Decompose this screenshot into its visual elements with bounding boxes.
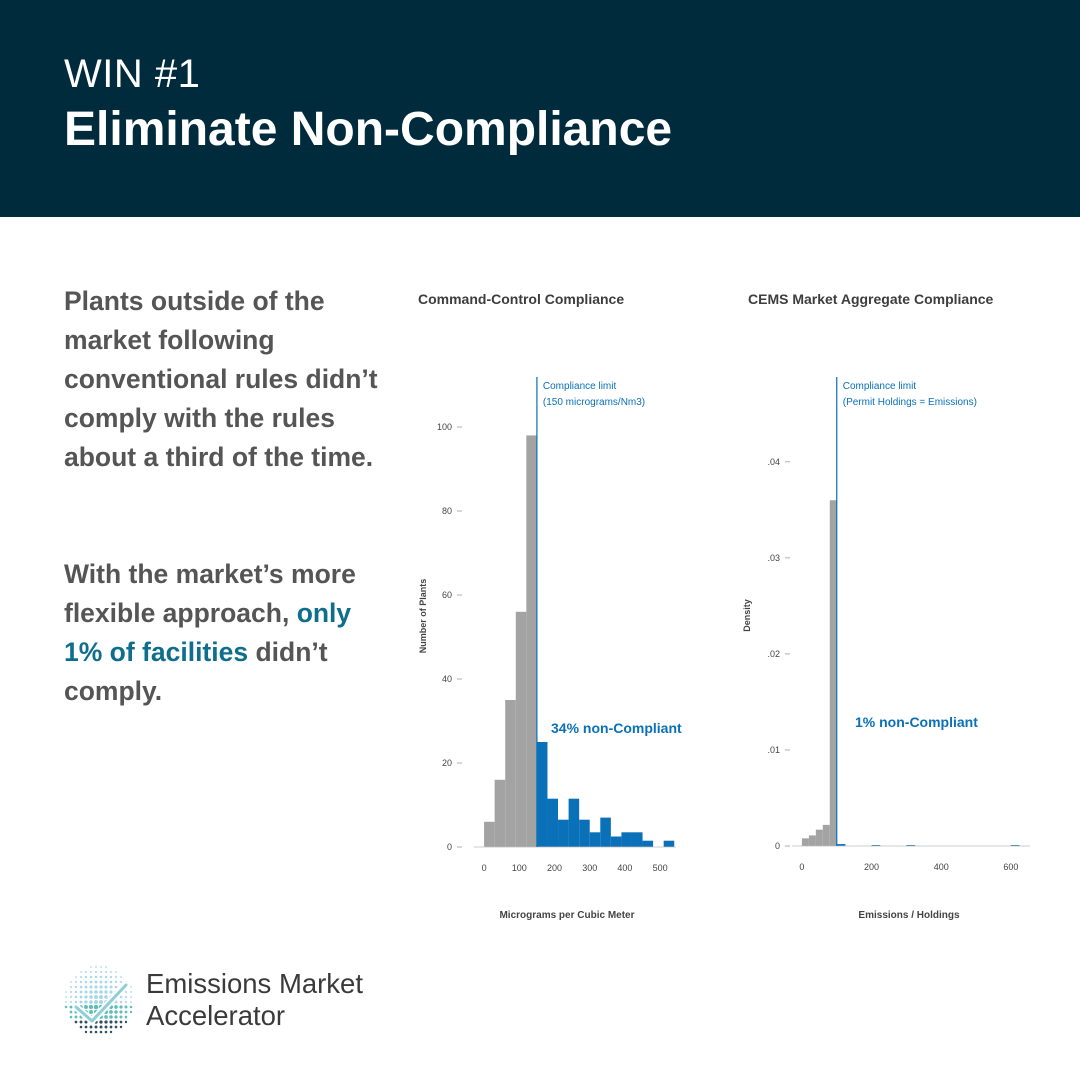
- bar-compliant: [515, 611, 527, 847]
- compliance-limit-label: Compliance limit: [843, 381, 917, 392]
- x-tick-label: 600: [1003, 862, 1018, 872]
- bar-noncompliant: [631, 832, 643, 847]
- x-tick-label: 0: [482, 863, 487, 873]
- y-axis-title: Number of Plants: [418, 579, 428, 654]
- bar-noncompliant: [642, 840, 654, 847]
- bar-noncompliant: [600, 817, 611, 847]
- command-control-chart: Command-Control Compliance 0 20 40 60 80 100 Nu…: [418, 291, 682, 921]
- y-tick-label: 40: [442, 674, 452, 684]
- y-tick-label: 100: [437, 422, 452, 432]
- y-tick-label: .04: [767, 457, 780, 467]
- paragraph-market-post: didn’t comply.: [64, 637, 328, 706]
- x-tick-label: 400: [617, 863, 632, 873]
- y-tick-label: .03: [767, 553, 780, 563]
- bar-compliant: [505, 700, 516, 847]
- x-tick-label: 100: [512, 863, 527, 873]
- bar-noncompliant: [1010, 845, 1020, 846]
- x-tick-label: 200: [547, 863, 562, 873]
- compliance-limit-sublabel: (150 micrograms/Nm3): [543, 397, 645, 408]
- x-axis-title: Emissions / Holdings: [858, 910, 960, 921]
- y-tick-label: 20: [442, 758, 452, 768]
- bar-compliant: [801, 838, 809, 846]
- y-tick-label: 0: [447, 842, 452, 852]
- header-banner: WIN #1 Eliminate Non-Compliance: [0, 0, 1080, 217]
- paragraph-market-pre: With the market’s more flexible approach…: [64, 559, 356, 628]
- x-tick-label: 500: [653, 863, 668, 873]
- page-title: Eliminate Non-Compliance: [64, 103, 673, 156]
- x-tick-label: 0: [799, 862, 804, 872]
- bar-noncompliant: [558, 819, 569, 847]
- y-tick-label: .02: [767, 649, 780, 659]
- compliance-limit-sublabel: (Permit Holdings = Emissions): [843, 397, 977, 408]
- bar-noncompliant: [536, 742, 548, 847]
- bar-noncompliant: [906, 845, 916, 846]
- win-label: WIN #1: [64, 52, 201, 96]
- y-tick-label: 80: [442, 506, 452, 516]
- y-axis-title: Density: [742, 599, 752, 632]
- ema-logo-icon: [64, 966, 133, 1034]
- brand-line-1: Emissions Market: [146, 968, 363, 999]
- bar-noncompliant: [871, 845, 881, 846]
- x-tick-label: 300: [582, 863, 597, 873]
- cems-market-chart: CEMS Market Aggregate Compliance 0 .01 .02.…: [742, 291, 1030, 921]
- bar-noncompliant: [663, 840, 675, 847]
- bar-noncompliant: [547, 798, 559, 847]
- x-tick-label: 400: [934, 862, 949, 872]
- brand-line-2: Accelerator: [146, 1000, 286, 1031]
- brand-name: Emissions Market Accelerator: [146, 968, 363, 1032]
- bar-compliant: [494, 779, 506, 847]
- bar-compliant: [808, 835, 816, 846]
- y-tick-label: .01: [767, 745, 780, 755]
- noncompliant-annotation: 34% non-Compliant: [551, 720, 682, 736]
- bar-compliant: [815, 829, 823, 846]
- chart-title: Command-Control Compliance: [418, 291, 624, 307]
- bar-compliant: [526, 435, 537, 847]
- bar-noncompliant: [589, 832, 601, 847]
- chart-title: CEMS Market Aggregate Compliance: [748, 291, 994, 307]
- x-axis-title: Micrograms per Cubic Meter: [499, 910, 634, 921]
- compliance-limit-label: Compliance limit: [543, 381, 617, 392]
- bar-noncompliant: [621, 832, 632, 847]
- paragraph-conventional: Plants outside of the market following c…: [64, 286, 378, 472]
- bar-noncompliant: [568, 798, 580, 847]
- bar-noncompliant: [579, 819, 590, 847]
- paragraph-market: With the market’s more flexible approach…: [64, 555, 384, 711]
- bar-noncompliant: [610, 836, 622, 847]
- bar-compliant: [484, 821, 495, 847]
- y-tick-label: 0: [775, 841, 780, 851]
- y-tick-label: 60: [442, 590, 452, 600]
- noncompliant-annotation: 1% non-Compliant: [855, 714, 978, 730]
- bar-compliant: [822, 824, 830, 846]
- highlight-one-percent: only 1% of facilities: [64, 598, 352, 667]
- bar-compliant: [829, 500, 837, 846]
- bar-noncompliant: [836, 844, 846, 846]
- x-tick-label: 200: [864, 862, 879, 872]
